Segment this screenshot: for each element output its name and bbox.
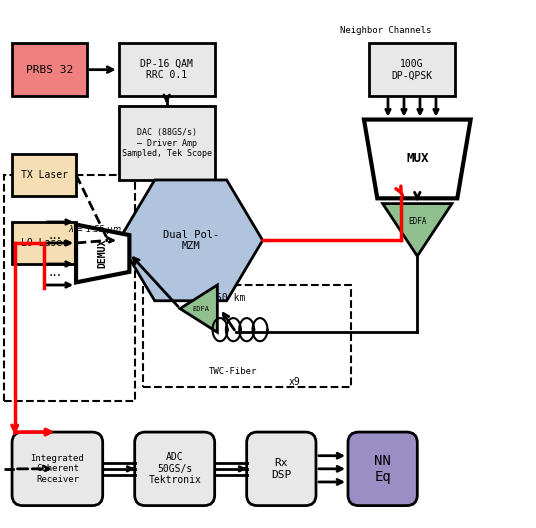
Polygon shape [364, 119, 471, 199]
Text: Rx
DSP: Rx DSP [271, 458, 292, 479]
Polygon shape [180, 285, 217, 332]
Text: ...: ... [48, 228, 61, 242]
Text: PRBS 32: PRBS 32 [26, 64, 73, 74]
Text: Neighbor Channels: Neighbor Channels [340, 26, 431, 35]
Text: 50 km: 50 km [216, 293, 245, 303]
Text: EDFA: EDFA [408, 218, 427, 227]
FancyBboxPatch shape [12, 432, 103, 506]
Text: DP-16 QAM
RRC 0.1: DP-16 QAM RRC 0.1 [140, 59, 193, 80]
Text: EDFA: EDFA [193, 306, 210, 312]
Text: TX Laser: TX Laser [20, 169, 68, 180]
Polygon shape [383, 204, 452, 256]
Text: ADC
50GS/s
Tektronix: ADC 50GS/s Tektronix [148, 452, 201, 485]
FancyBboxPatch shape [247, 432, 316, 506]
FancyBboxPatch shape [369, 43, 455, 96]
Text: NN
Eq: NN Eq [374, 454, 391, 484]
Text: MUX: MUX [406, 153, 429, 165]
FancyBboxPatch shape [12, 43, 87, 96]
Text: LO Laser: LO Laser [20, 238, 68, 248]
Text: ...: ... [48, 265, 61, 279]
Text: Integrated
Coherent
Receiver: Integrated Coherent Receiver [31, 454, 84, 484]
Text: 100G
DP-QPSK: 100G DP-QPSK [391, 59, 433, 80]
Polygon shape [76, 224, 129, 282]
Text: DAC (88GS/s)
– Driver Amp
Sampled, Tek Scope: DAC (88GS/s) – Driver Amp Sampled, Tek S… [122, 128, 212, 158]
FancyBboxPatch shape [12, 154, 76, 196]
FancyBboxPatch shape [12, 222, 76, 264]
FancyBboxPatch shape [118, 43, 215, 96]
FancyBboxPatch shape [118, 107, 215, 180]
Text: TWC-Fiber: TWC-Fiber [209, 367, 257, 376]
FancyBboxPatch shape [348, 432, 418, 506]
Text: Dual Pol-
MZM: Dual Pol- MZM [162, 230, 219, 251]
Text: DEMUX: DEMUX [98, 239, 108, 268]
Polygon shape [118, 180, 263, 301]
FancyBboxPatch shape [135, 432, 215, 506]
Text: $\lambda$ = 1.55 $\mu$m: $\lambda$ = 1.55 $\mu$m [68, 223, 122, 237]
Text: x9: x9 [289, 377, 301, 387]
